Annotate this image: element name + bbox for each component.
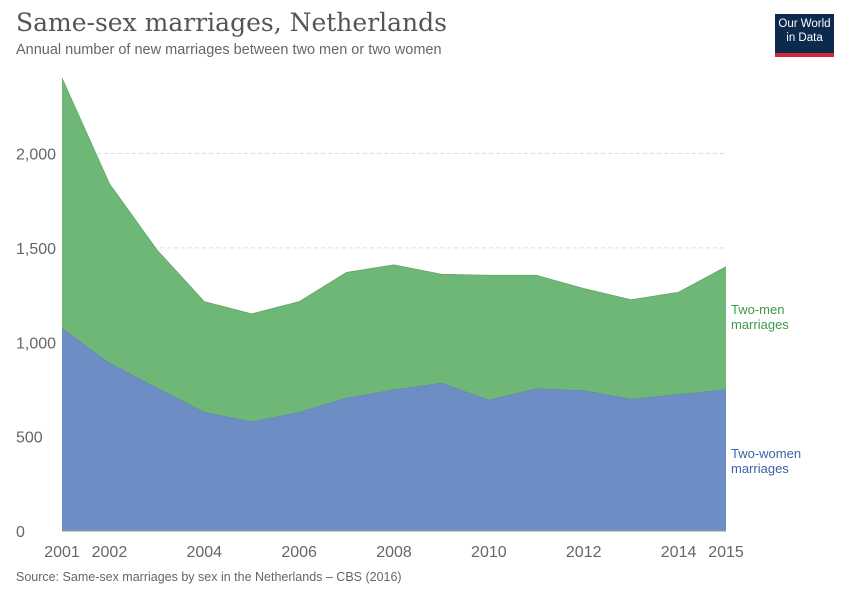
x-tick-label-2010: 2010 <box>471 544 507 561</box>
x-tick-label-2001: 2001 <box>44 544 80 561</box>
y-tick-label-500: 500 <box>16 430 43 447</box>
y-tick-label-0: 0 <box>16 524 25 541</box>
chart-title: Same-sex marriages, Netherlands <box>16 8 447 37</box>
logo-line-1: Our World <box>778 18 831 30</box>
owid-logo[interactable]: Our World in Data <box>775 14 834 57</box>
logo-line-2: in Data <box>786 32 823 44</box>
series-label-line: Two-men <box>731 302 784 317</box>
x-tick-label-2014: 2014 <box>661 544 697 561</box>
y-tick-label-1500: 1,500 <box>16 241 56 258</box>
series-label-1: Two-men marriages <box>731 302 789 332</box>
series-label-line: marriages <box>731 461 789 476</box>
series-label-line: Two-women <box>731 446 801 461</box>
area-series-1 <box>62 78 726 422</box>
area-series-0 <box>62 328 726 531</box>
series-label-0: Two-women marriages <box>731 446 801 476</box>
x-tick-label-2008: 2008 <box>376 544 412 561</box>
y-tick-label-1000: 1,000 <box>16 335 56 352</box>
chart-subtitle: Annual number of new marriages between t… <box>16 42 442 58</box>
source-note: Source: Same-sex marriages by sex in the… <box>16 570 402 584</box>
x-tick-label-2006: 2006 <box>281 544 317 561</box>
series-label-line: marriages <box>731 317 789 332</box>
x-tick-label-2002: 2002 <box>92 544 128 561</box>
x-tick-label-2015: 2015 <box>708 544 744 561</box>
y-tick-label-2000: 2,000 <box>16 147 56 164</box>
x-tick-label-2012: 2012 <box>566 544 602 561</box>
x-tick-label-2004: 2004 <box>186 544 222 561</box>
